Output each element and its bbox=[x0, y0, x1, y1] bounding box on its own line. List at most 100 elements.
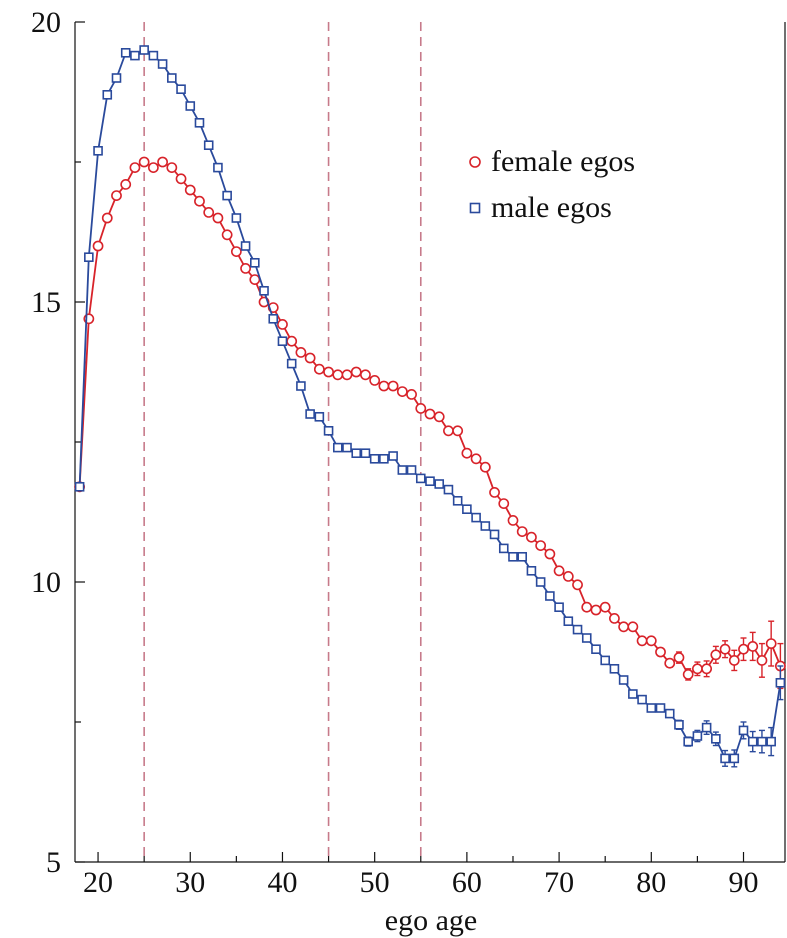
data-point-circle bbox=[295, 346, 307, 358]
data-point-square bbox=[176, 84, 186, 94]
data-point-circle bbox=[230, 246, 242, 257]
x-tick-label: 30 bbox=[175, 866, 205, 899]
data-point-circle bbox=[433, 411, 445, 423]
data-point-circle bbox=[360, 369, 371, 381]
data-point-circle bbox=[645, 635, 657, 647]
male-egos-line bbox=[78, 48, 782, 760]
x-tick-label: 60 bbox=[452, 866, 482, 899]
data-point-circle bbox=[719, 643, 731, 655]
data-point-circle bbox=[682, 669, 694, 680]
data-point-square bbox=[425, 476, 435, 487]
data-point-circle bbox=[479, 461, 491, 473]
data-point-circle bbox=[111, 190, 122, 201]
y-axis-ticks: 5 10 15 20 bbox=[31, 6, 85, 879]
data-point-square bbox=[646, 703, 657, 713]
data-point-square bbox=[618, 675, 629, 685]
legend-label: male egos bbox=[491, 191, 612, 224]
data-point-circle bbox=[157, 156, 168, 168]
data-point-square bbox=[674, 719, 684, 730]
data-point-circle bbox=[701, 663, 713, 675]
data-point-square bbox=[388, 451, 398, 461]
x-tick-label: 70 bbox=[544, 866, 574, 899]
data-point-circle bbox=[553, 565, 565, 577]
data-point-square bbox=[664, 708, 675, 719]
data-point-circle bbox=[747, 641, 759, 652]
data-point-square bbox=[711, 733, 721, 744]
data-point-circle bbox=[378, 380, 390, 392]
data-point-circle bbox=[526, 531, 537, 543]
data-point-square bbox=[766, 736, 776, 747]
data-point-square bbox=[305, 409, 315, 419]
data-point-square bbox=[286, 358, 297, 369]
legend-marker-circle bbox=[469, 156, 481, 168]
x-tick-label: 80 bbox=[636, 866, 666, 899]
legend: female egos male egos bbox=[469, 145, 635, 224]
data-point-circle bbox=[710, 649, 722, 661]
x-tick-label: 40 bbox=[267, 866, 297, 899]
data-point-square bbox=[194, 118, 205, 128]
data-point-circle bbox=[129, 162, 141, 173]
data-point-square bbox=[720, 753, 730, 764]
data-point-circle bbox=[765, 638, 777, 649]
data-point-square bbox=[655, 703, 666, 713]
data-point-circle bbox=[452, 425, 464, 437]
data-point-square bbox=[609, 663, 620, 674]
data-point-circle bbox=[489, 486, 500, 498]
x-axis-title: ego age bbox=[385, 904, 477, 937]
y-tick-label: 5 bbox=[46, 846, 61, 879]
data-point-square bbox=[157, 59, 168, 69]
data-point-square bbox=[563, 616, 574, 627]
data-point-circle bbox=[175, 173, 187, 185]
data-point-square bbox=[535, 577, 546, 587]
data-point-circle bbox=[203, 206, 215, 218]
data-point-square bbox=[480, 521, 491, 531]
data-point-circle bbox=[673, 652, 685, 663]
data-point-circle bbox=[507, 515, 519, 526]
data-point-circle bbox=[590, 604, 602, 616]
legend-label: female egos bbox=[491, 145, 635, 178]
data-point-square bbox=[167, 73, 177, 83]
data-point-circle bbox=[147, 162, 159, 173]
x-tick-label: 90 bbox=[729, 866, 759, 899]
data-point-circle bbox=[756, 655, 768, 666]
plot-frame bbox=[74, 22, 786, 863]
data-point-square bbox=[74, 481, 85, 492]
data-point-square bbox=[332, 442, 343, 453]
data-point-square bbox=[757, 736, 767, 747]
data-point-circle bbox=[636, 635, 648, 647]
data-point-circle bbox=[396, 386, 408, 397]
data-point-circle bbox=[120, 178, 132, 190]
data-point-square bbox=[581, 633, 592, 643]
data-point-circle bbox=[138, 156, 150, 168]
legend-marker-square bbox=[469, 202, 481, 214]
data-point-circle bbox=[415, 402, 427, 414]
data-point-square bbox=[415, 473, 426, 484]
data-point-square bbox=[102, 90, 113, 100]
data-point-square bbox=[379, 453, 389, 464]
data-point-circle bbox=[692, 663, 703, 675]
data-point-square bbox=[120, 47, 131, 58]
data-point-circle bbox=[516, 526, 528, 537]
data-point-square bbox=[701, 722, 712, 733]
data-point-square bbox=[250, 257, 260, 268]
data-point-square bbox=[406, 465, 417, 475]
data-point-square bbox=[296, 381, 306, 391]
data-point-square bbox=[222, 190, 232, 201]
data-point-circle bbox=[461, 447, 473, 459]
data-point-square bbox=[111, 73, 122, 83]
data-point-circle bbox=[184, 184, 196, 196]
data-point-circle bbox=[387, 380, 399, 392]
data-point-circle bbox=[728, 655, 740, 666]
data-point-square bbox=[683, 736, 693, 747]
data-point-circle bbox=[323, 366, 334, 378]
data-point-circle bbox=[443, 425, 454, 437]
data-point-square bbox=[471, 512, 481, 523]
data-point-circle bbox=[627, 621, 639, 633]
data-point-circle bbox=[166, 162, 178, 173]
data-point-square bbox=[545, 591, 555, 601]
y-tick-label: 15 bbox=[31, 286, 61, 319]
data-point-circle bbox=[313, 363, 325, 375]
data-point-circle bbox=[581, 601, 593, 613]
data-point-square bbox=[462, 504, 472, 515]
